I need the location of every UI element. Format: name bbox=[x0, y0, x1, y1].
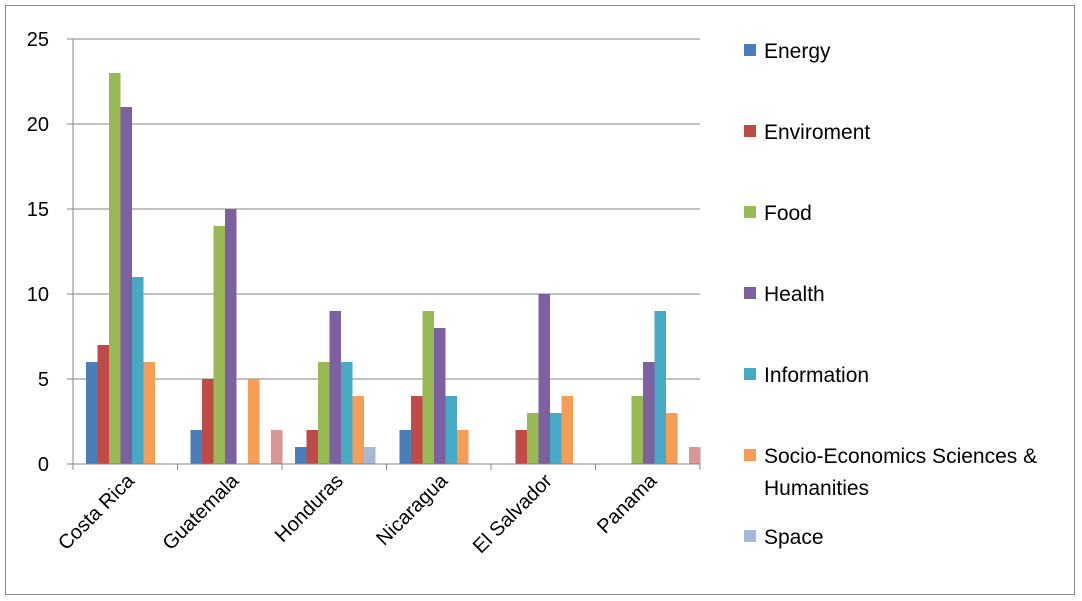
legend-swatch bbox=[744, 206, 756, 218]
legend-label: Space bbox=[764, 526, 824, 549]
legend: Energy Enviroment Food Health Information Soc… bbox=[744, 40, 1037, 549]
x-tick-label: Panama bbox=[593, 469, 662, 538]
bar bbox=[143, 362, 155, 464]
legend-label: Food bbox=[764, 202, 812, 225]
bar bbox=[306, 430, 318, 464]
legend-label: Socio-Economics Sciences & Humanities bbox=[764, 445, 1037, 500]
bar bbox=[515, 430, 527, 464]
bar bbox=[190, 430, 202, 464]
bar bbox=[457, 430, 469, 464]
bar bbox=[352, 396, 364, 464]
y-axis-ticks: 0 5 10 15 20 25 bbox=[27, 29, 73, 476]
bar bbox=[271, 430, 283, 464]
legend-swatch bbox=[744, 368, 756, 380]
y-tick-label: 25 bbox=[27, 29, 49, 51]
x-tick-label: Guatemala bbox=[159, 469, 244, 554]
bar bbox=[631, 396, 643, 464]
legend-swatch bbox=[744, 530, 756, 542]
x-tick-label: Honduras bbox=[271, 470, 348, 547]
bar bbox=[538, 294, 550, 464]
bar bbox=[550, 413, 562, 464]
gridlines bbox=[73, 38, 700, 380]
bar bbox=[295, 447, 307, 464]
bar bbox=[225, 209, 237, 464]
bars bbox=[86, 73, 701, 464]
x-axis-ticks: Costa Rica Guatemala Honduras Nicaragua El S… bbox=[54, 464, 701, 558]
legend-label: Health bbox=[764, 283, 825, 306]
y-tick-label: 5 bbox=[38, 369, 49, 391]
y-tick-label: 15 bbox=[27, 199, 49, 221]
bar bbox=[527, 413, 539, 464]
bar bbox=[109, 73, 121, 464]
bar bbox=[399, 430, 411, 464]
bar bbox=[445, 396, 457, 464]
bar bbox=[341, 362, 353, 464]
legend-label: Energy bbox=[764, 40, 831, 63]
bar bbox=[364, 447, 376, 464]
y-tick-label: 0 bbox=[38, 454, 49, 476]
bar bbox=[643, 362, 655, 464]
bar bbox=[561, 396, 573, 464]
bar bbox=[689, 447, 701, 464]
bar bbox=[202, 379, 214, 464]
bar bbox=[213, 226, 225, 464]
axes bbox=[72, 39, 700, 465]
chart-frame bbox=[5, 5, 1075, 595]
x-tick-label: Costa Rica bbox=[54, 469, 139, 554]
x-tick-label: El Salvador bbox=[469, 470, 557, 558]
bar bbox=[654, 311, 666, 464]
bar bbox=[132, 277, 144, 464]
y-tick-label: 10 bbox=[27, 284, 49, 306]
bar bbox=[329, 311, 341, 464]
x-tick-label: Nicaragua bbox=[372, 469, 453, 550]
bar bbox=[411, 396, 423, 464]
legend-swatch bbox=[744, 449, 756, 461]
bar bbox=[120, 107, 132, 464]
legend-swatch bbox=[744, 125, 756, 137]
bar bbox=[666, 413, 678, 464]
legend-label: Information bbox=[764, 364, 869, 387]
legend-swatch bbox=[744, 287, 756, 299]
bar bbox=[434, 328, 446, 464]
bar bbox=[97, 345, 109, 464]
bar bbox=[422, 311, 434, 464]
y-tick-label: 20 bbox=[27, 114, 49, 136]
legend-label: Enviroment bbox=[764, 121, 870, 144]
bar bbox=[86, 362, 98, 464]
bar bbox=[248, 379, 260, 464]
legend-swatch bbox=[744, 44, 756, 56]
bar bbox=[318, 362, 330, 464]
